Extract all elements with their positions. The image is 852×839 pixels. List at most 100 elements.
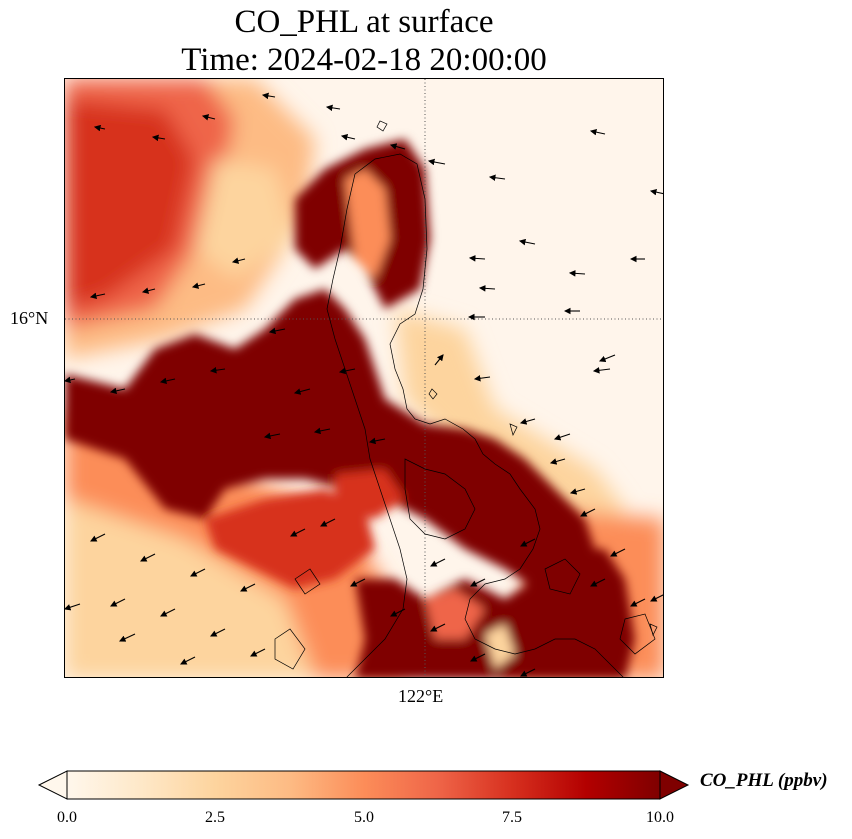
coastline-island-8 (509, 423, 518, 436)
wind-arrow (610, 548, 626, 557)
wind-arrow (180, 656, 196, 665)
colorbar (37, 770, 690, 800)
coastline-island-6 (274, 628, 306, 670)
map-canvas (65, 79, 663, 677)
wind-arrow (231, 257, 246, 264)
wind-arrow (261, 92, 276, 100)
wind-arrow (313, 427, 331, 435)
wind-arrow (468, 255, 486, 262)
wind-arrow (368, 437, 386, 445)
colorbar-gradient (66, 770, 661, 800)
colorbar-tick-4: 10.0 (646, 809, 674, 826)
wind-arrow (201, 114, 216, 121)
colorbar-extend-low (37, 770, 68, 800)
coastline-bay (404, 458, 476, 540)
field-south-hole (485, 624, 515, 669)
wind-arrow (110, 598, 126, 607)
field-red-band (205, 489, 375, 589)
wind-arrow (65, 603, 81, 611)
wind-arrow (325, 104, 341, 112)
wind-arrow (590, 578, 606, 587)
wind-arrow (580, 508, 596, 517)
colorbar-tick-1: 2.5 (205, 809, 225, 826)
wind-arrow (151, 134, 166, 142)
wind-arrow (549, 458, 566, 465)
title-line-1: CO_PHL at surface (234, 4, 494, 40)
wind-arrow (293, 388, 311, 395)
wind-arrow (119, 633, 136, 642)
title-line-2: Time: 2024-02-18 20:00:00 (181, 42, 547, 78)
lat-tick-label: 16°N (10, 308, 49, 328)
wind-arrow (568, 270, 586, 277)
wind-arrow (93, 124, 106, 132)
concentration-field (65, 79, 663, 677)
colorbar-extend-high (659, 770, 690, 800)
coastline-island-4 (619, 613, 656, 655)
wind-arrow (589, 128, 606, 136)
wind-arrow (569, 488, 586, 495)
wind-arrow (65, 376, 76, 384)
wind-arrow (340, 134, 356, 141)
wind-arrow (598, 354, 616, 363)
wind-arrow (191, 282, 206, 289)
wind-arrow (140, 553, 156, 562)
coastline-island-3 (544, 558, 581, 595)
field-high-south (355, 549, 635, 677)
wind-arrow (141, 287, 156, 294)
coastline-luzon-north (354, 153, 624, 677)
wind-arrow (430, 558, 446, 567)
colorbar-tick-3: 7.5 (502, 809, 522, 826)
wind-arrow (520, 538, 536, 547)
field-high-ring-inner (345, 169, 390, 279)
wind-arrow (190, 568, 206, 577)
coastline-island-2 (428, 388, 438, 400)
colorbar-tick-0: 0.0 (57, 809, 77, 826)
wind-arrow (553, 433, 571, 441)
wind-arrow (430, 623, 446, 632)
wind-arrow (518, 238, 536, 246)
wind-arrow (160, 608, 176, 617)
wind-arrow (390, 608, 406, 617)
wind-arrow (290, 528, 306, 537)
wind-arrow (650, 594, 663, 602)
wind-arrow (470, 653, 486, 662)
wind-arrow (389, 143, 406, 150)
wind-arrow (427, 158, 446, 166)
lon-tick-label: 122°E (398, 686, 444, 706)
coastline-island-5 (294, 568, 321, 595)
field-high-plume (65, 289, 595, 589)
coastline-island-7 (649, 623, 658, 636)
wind-arrow (519, 418, 536, 425)
wind-arrow (478, 285, 496, 292)
coastline-luzon-west (326, 173, 408, 677)
coastline-island-1 (376, 120, 388, 132)
wind-arrow (159, 377, 176, 385)
wind-arrow (338, 367, 356, 375)
wind-arrow (470, 578, 486, 587)
map-panel[interactable] (64, 78, 664, 678)
field-light-nw (195, 159, 295, 279)
wind-arrow (268, 327, 286, 335)
wind-arrow (90, 533, 106, 542)
field-coast-fringe (395, 309, 625, 549)
wind-arrow (209, 366, 226, 374)
colorbar-label: CO_PHL (ppbv) (700, 770, 828, 791)
wind-arrow (592, 367, 611, 374)
wind-arrow (488, 174, 506, 181)
wind-arrow (89, 292, 106, 300)
wind-arrow (350, 578, 366, 587)
coastlines (274, 120, 658, 677)
colorbar-tick-2: 5.0 (354, 809, 374, 826)
wind-arrow (520, 668, 536, 677)
field-red-nw (65, 99, 195, 309)
wind-arrow (109, 387, 126, 395)
wind-arrow (630, 598, 646, 607)
wind-arrow (434, 354, 444, 366)
wind-arrow (240, 583, 256, 592)
wind-arrow (263, 432, 281, 440)
wind-arrow (320, 518, 336, 527)
wind-vectors (65, 92, 663, 677)
wind-arrow (473, 375, 491, 382)
wind-arrow (649, 188, 663, 196)
wind-arrow (210, 628, 226, 637)
